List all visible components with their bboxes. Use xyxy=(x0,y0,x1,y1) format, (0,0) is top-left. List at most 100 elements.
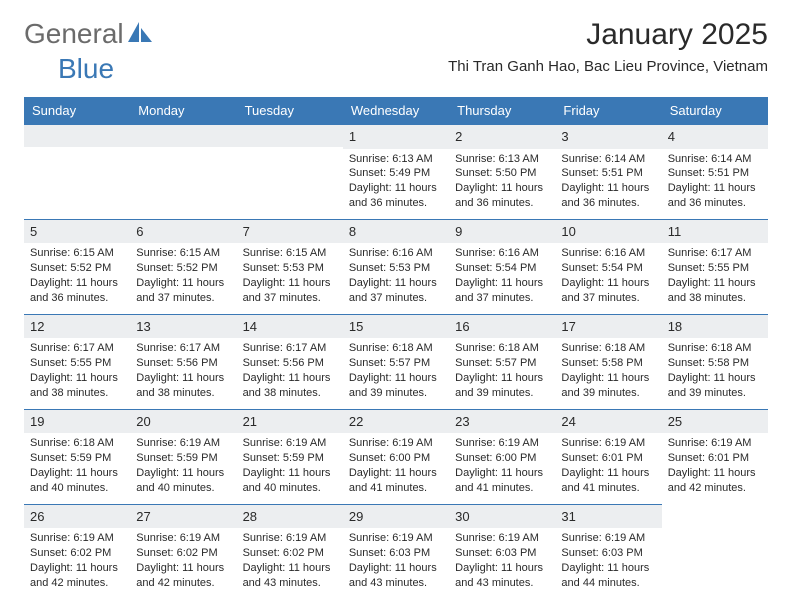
sunrise-line: Sunrise: 6:15 AM xyxy=(243,246,337,261)
sunrise-line: Sunrise: 6:19 AM xyxy=(349,436,443,451)
daylight-line: Daylight: 11 hours and 43 minutes. xyxy=(349,561,443,591)
daynum-row: 22 xyxy=(343,410,449,434)
day-number: 13 xyxy=(136,318,150,336)
sunset-line: Sunset: 5:57 PM xyxy=(349,356,443,371)
sunset-line: Sunset: 6:00 PM xyxy=(455,451,549,466)
sunrise-line: Sunrise: 6:18 AM xyxy=(30,436,124,451)
daynum-row: 5 xyxy=(24,220,130,244)
sunrise-line: Sunrise: 6:15 AM xyxy=(136,246,230,261)
day-number: 9 xyxy=(455,223,462,241)
sunset-line: Sunset: 5:58 PM xyxy=(668,356,762,371)
calendar-cell: 6Sunrise: 6:15 AMSunset: 5:52 PMDaylight… xyxy=(130,219,236,314)
day-number: 18 xyxy=(668,318,682,336)
sunset-line: Sunset: 5:59 PM xyxy=(30,451,124,466)
day-number: 31 xyxy=(561,508,575,526)
calendar-cell: 26Sunrise: 6:19 AMSunset: 6:02 PMDayligh… xyxy=(24,504,130,599)
daylight-line: Daylight: 11 hours and 37 minutes. xyxy=(349,276,443,306)
daynum-row: 3 xyxy=(555,125,661,149)
calendar-body: 1Sunrise: 6:13 AMSunset: 5:49 PMDaylight… xyxy=(24,124,768,599)
day-number: 30 xyxy=(455,508,469,526)
sunrise-line: Sunrise: 6:17 AM xyxy=(136,341,230,356)
daylight-line: Daylight: 11 hours and 39 minutes. xyxy=(349,371,443,401)
calendar-cell: 17Sunrise: 6:18 AMSunset: 5:58 PMDayligh… xyxy=(555,314,661,409)
daylight-line: Daylight: 11 hours and 43 minutes. xyxy=(243,561,337,591)
sunset-line: Sunset: 6:02 PM xyxy=(243,546,337,561)
daynum-row: 8 xyxy=(343,220,449,244)
day-number: 6 xyxy=(136,223,143,241)
calendar-cell: 5Sunrise: 6:15 AMSunset: 5:52 PMDaylight… xyxy=(24,219,130,314)
sunset-line: Sunset: 6:01 PM xyxy=(668,451,762,466)
daynum-row: 16 xyxy=(449,315,555,339)
daynum-row: 31 xyxy=(555,505,661,529)
daynum-row: 12 xyxy=(24,315,130,339)
calendar-cell: 2Sunrise: 6:13 AMSunset: 5:50 PMDaylight… xyxy=(449,124,555,219)
sunset-line: Sunset: 6:03 PM xyxy=(349,546,443,561)
daynum-row: 17 xyxy=(555,315,661,339)
calendar-header-row: SundayMondayTuesdayWednesdayThursdayFrid… xyxy=(24,97,768,124)
brand-logo: General xyxy=(24,18,154,50)
daynum-row: 28 xyxy=(237,505,343,529)
day-number: 24 xyxy=(561,413,575,431)
daynum-row: 20 xyxy=(130,410,236,434)
day-number: 8 xyxy=(349,223,356,241)
month-title: January 2025 xyxy=(448,18,768,52)
sunset-line: Sunset: 5:55 PM xyxy=(30,356,124,371)
sunrise-line: Sunrise: 6:19 AM xyxy=(30,531,124,546)
calendar-cell: 3Sunrise: 6:14 AMSunset: 5:51 PMDaylight… xyxy=(555,124,661,219)
day-number: 20 xyxy=(136,413,150,431)
calendar-cell: 14Sunrise: 6:17 AMSunset: 5:56 PMDayligh… xyxy=(237,314,343,409)
sunset-line: Sunset: 5:54 PM xyxy=(455,261,549,276)
sunset-line: Sunset: 6:03 PM xyxy=(455,546,549,561)
daynum-row: 25 xyxy=(662,410,768,434)
sunrise-line: Sunrise: 6:18 AM xyxy=(561,341,655,356)
day-number: 23 xyxy=(455,413,469,431)
daynum-row: 15 xyxy=(343,315,449,339)
daylight-line: Daylight: 11 hours and 42 minutes. xyxy=(30,561,124,591)
sunset-line: Sunset: 5:56 PM xyxy=(136,356,230,371)
sunset-line: Sunset: 5:54 PM xyxy=(561,261,655,276)
daynum-row: 1 xyxy=(343,125,449,149)
sunset-line: Sunset: 5:50 PM xyxy=(455,166,549,181)
day-number: 5 xyxy=(30,223,37,241)
page: General January 2025 Thi Tran Ganh Hao, … xyxy=(0,0,792,599)
day-number: 12 xyxy=(30,318,44,336)
calendar-cell: 30 Sunrise: 6:19 AMSunset: 6:03 PMDayligh… xyxy=(449,504,555,599)
calendar-cell: 11Sunrise: 6:17 AMSunset: 5:55 PMDayligh… xyxy=(662,219,768,314)
sunrise-line: Sunrise: 6:19 AM xyxy=(561,436,655,451)
sunrise-line: Sunrise: 6:19 AM xyxy=(668,436,762,451)
sunset-line: Sunset: 6:01 PM xyxy=(561,451,655,466)
weekday-header: Saturday xyxy=(662,97,768,124)
calendar-cell: 23Sunrise: 6:19 AMSunset: 6:00 PMDayligh… xyxy=(449,409,555,504)
daylight-line: Daylight: 11 hours and 36 minutes. xyxy=(349,181,443,211)
calendar-cell: 4Sunrise: 6:14 AMSunset: 5:51 PMDaylight… xyxy=(662,124,768,219)
sunrise-line: Sunrise: 6:18 AM xyxy=(455,341,549,356)
weekday-header: Friday xyxy=(555,97,661,124)
day-number: 1 xyxy=(349,128,356,146)
daynum-row: 26 xyxy=(24,505,130,529)
calendar-cell: 8Sunrise: 6:16 AMSunset: 5:53 PMDaylight… xyxy=(343,219,449,314)
sunset-line: Sunset: 5:53 PM xyxy=(243,261,337,276)
daylight-line: Daylight: 11 hours and 37 minutes. xyxy=(455,276,549,306)
brand-sail-icon xyxy=(128,22,154,49)
day-number: 27 xyxy=(136,508,150,526)
calendar-cell: 22Sunrise: 6:19 AMSunset: 6:00 PMDayligh… xyxy=(343,409,449,504)
day-number: 11 xyxy=(668,223,682,241)
calendar-cell: 24Sunrise: 6:19 AMSunset: 6:01 PMDayligh… xyxy=(555,409,661,504)
sunrise-line: Sunrise: 6:18 AM xyxy=(349,341,443,356)
daylight-line: Daylight: 11 hours and 43 minutes. xyxy=(455,561,549,591)
daylight-line: Daylight: 11 hours and 40 minutes. xyxy=(30,466,124,496)
sunset-line: Sunset: 5:51 PM xyxy=(561,166,655,181)
sunrise-line: Sunrise: 6:19 AM xyxy=(455,531,549,546)
sunset-line: Sunset: 5:56 PM xyxy=(243,356,337,371)
sunset-line: Sunset: 5:51 PM xyxy=(668,166,762,181)
sunrise-line: Sunrise: 6:13 AM xyxy=(455,152,549,167)
day-number: 25 xyxy=(668,413,682,431)
weekday-header: Thursday xyxy=(449,97,555,124)
weekday-header: Sunday xyxy=(24,97,130,124)
sunrise-line: Sunrise: 6:14 AM xyxy=(668,152,762,167)
day-number: 2 xyxy=(455,128,462,146)
calendar-cell: 21Sunrise: 6:19 AMSunset: 5:59 PMDayligh… xyxy=(237,409,343,504)
calendar-cell: 18Sunrise: 6:18 AMSunset: 5:58 PMDayligh… xyxy=(662,314,768,409)
day-number: 28 xyxy=(243,508,257,526)
brand-text-general: General xyxy=(24,18,124,50)
